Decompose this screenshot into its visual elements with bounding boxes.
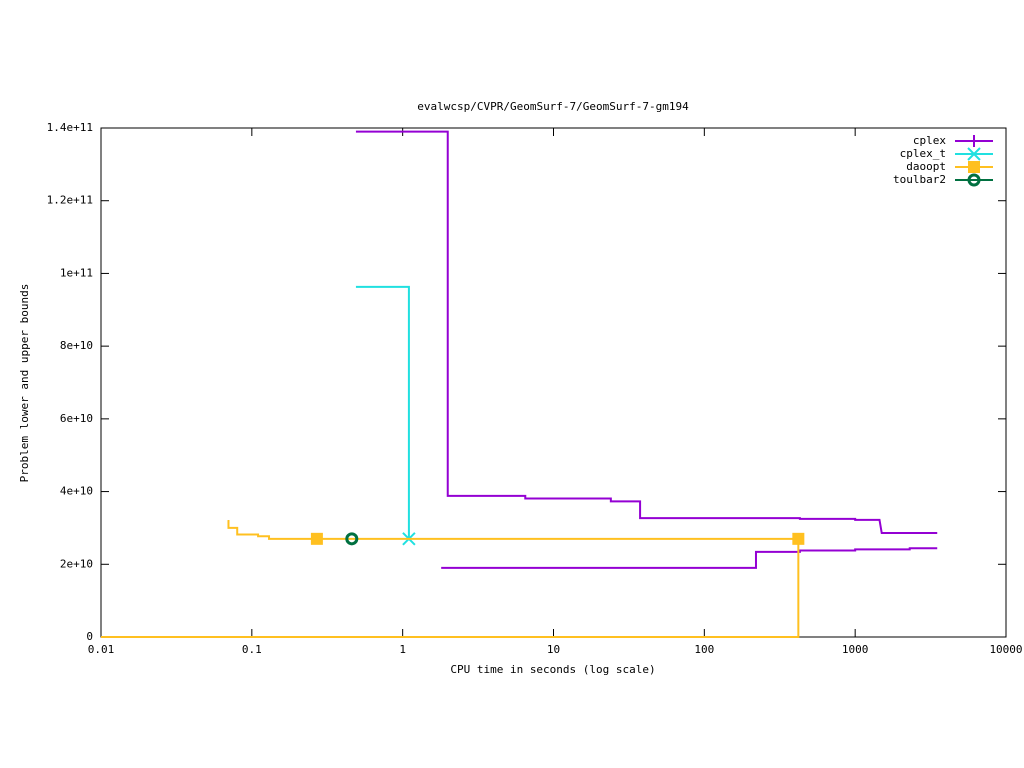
y-tick-label: 8e+10 — [60, 339, 93, 352]
plot-frame — [100, 127, 1007, 638]
legend-label: cplex — [913, 134, 946, 147]
legend-marker — [968, 135, 980, 147]
series-line — [441, 547, 938, 569]
legend-label: daoopt — [906, 160, 946, 173]
x-tick-label: 1000 — [842, 643, 869, 656]
series-line — [355, 130, 938, 535]
y-tick-label: 0 — [86, 630, 93, 643]
y-tick-label: 1.2e+11 — [47, 194, 93, 207]
x-tick-label: 0.1 — [242, 643, 262, 656]
x-tick-label: 100 — [694, 643, 714, 656]
series-line — [355, 285, 410, 539]
y-axis-label: Problem lower and upper bounds — [18, 284, 31, 483]
y-tick-label: 1.4e+11 — [47, 121, 93, 134]
legend-marker — [967, 173, 981, 187]
y-tick-label: 2e+10 — [60, 557, 93, 570]
legend-label: toulbar2 — [893, 173, 946, 186]
x-tick-label: 0.01 — [88, 643, 115, 656]
x-tick-label: 1 — [399, 643, 406, 656]
y-tick-label: 4e+10 — [60, 485, 93, 498]
marker — [310, 532, 323, 545]
series-line — [101, 520, 800, 638]
legend-label: cplex_t — [900, 147, 946, 160]
x-axis-label: CPU time in seconds (log scale) — [450, 663, 655, 676]
y-tick-label: 6e+10 — [60, 412, 93, 425]
x-tick-label: 10000 — [989, 643, 1022, 656]
legend-marker — [968, 161, 980, 173]
marker — [792, 532, 805, 545]
y-tick-label: 1e+11 — [60, 266, 93, 279]
x-tick-label: 10 — [547, 643, 560, 656]
legend-marker — [967, 147, 981, 161]
chart-title: evalwcsp/CVPR/GeomSurf-7/GeomSurf-7-gm19… — [417, 100, 689, 113]
marker — [345, 532, 359, 546]
